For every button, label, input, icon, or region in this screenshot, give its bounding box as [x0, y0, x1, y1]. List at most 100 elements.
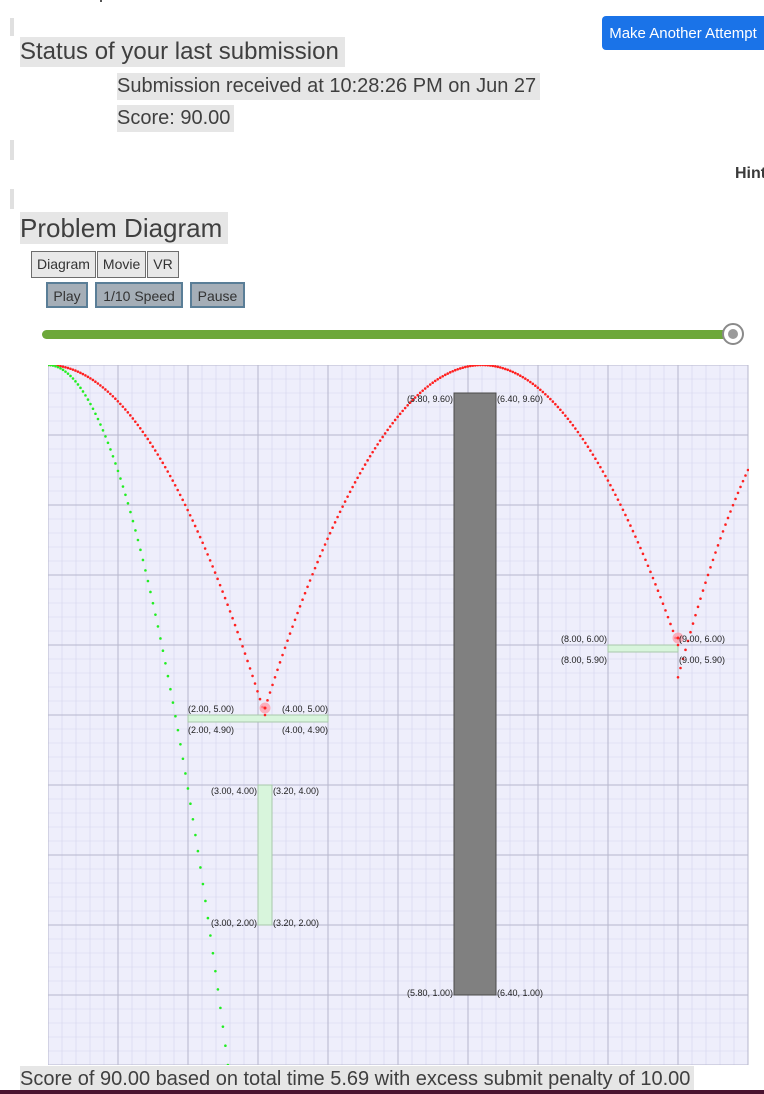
trajectory-point [614, 493, 617, 497]
trajectory-point [579, 434, 582, 437]
trajectory-point [381, 435, 384, 439]
trajectory-point [606, 479, 610, 482]
trajectory-point [99, 384, 102, 387]
trajectory-point [741, 479, 745, 483]
tab-diagram[interactable]: Diagram [31, 251, 96, 278]
timeline-slider-track[interactable] [42, 330, 737, 339]
trajectory-point [501, 366, 505, 370]
trajectory-point [483, 365, 487, 367]
trajectory-point [281, 653, 284, 657]
trajectory-point [79, 371, 82, 375]
trajectory-point [114, 397, 117, 401]
trajectory-point [183, 503, 187, 507]
trajectory-point [176, 728, 180, 732]
trajectory-point [248, 667, 252, 670]
trajectory-point [193, 524, 197, 528]
trajectory-point [473, 365, 477, 367]
trajectory-point [94, 412, 97, 416]
trajectory-point [59, 365, 62, 368]
trajectory-point [71, 368, 75, 371]
trajectory-point [51, 365, 55, 367]
slow-speed-button[interactable]: 1/10 Speed [95, 282, 183, 308]
play-button[interactable]: Play [46, 282, 88, 308]
trajectory-point [373, 446, 377, 450]
timeline-slider-thumb[interactable] [722, 323, 744, 345]
trajectory-point [79, 386, 82, 390]
trajectory-point [308, 579, 312, 582]
block-3 [607, 644, 679, 653]
trajectories [48, 365, 749, 1065]
trajectory-point [333, 521, 337, 524]
trajectory-point [86, 375, 90, 379]
trajectory-point [736, 491, 740, 495]
make-another-attempt-button[interactable]: Make Another Attempt [602, 16, 764, 50]
trajectory-point [288, 632, 292, 635]
trajectory-point [366, 459, 369, 462]
trajectory-point [626, 518, 630, 522]
trajectory-point [179, 743, 182, 746]
trajectory-point [266, 699, 269, 702]
trajectory-point [263, 713, 267, 717]
trajectory-point [589, 449, 592, 452]
trajectory-point [341, 505, 344, 508]
trajectory-point [49, 365, 52, 367]
trajectory-point [214, 969, 217, 973]
trajectory-point [61, 365, 65, 368]
trajectory-point [353, 481, 357, 484]
trajectory-point [351, 485, 354, 489]
trajectory-point [223, 596, 227, 600]
trajectory-point [276, 668, 279, 672]
coordinate-label: (3.20, 2.00) [273, 918, 319, 928]
trajectory-point [531, 382, 535, 386]
pause-button[interactable]: Pause [190, 282, 245, 308]
coordinate-label: (4.00, 5.00) [282, 704, 328, 714]
impact-marker-center [676, 636, 680, 640]
trajectory-point [151, 445, 155, 448]
trajectory-point [659, 595, 662, 599]
trajectory-point [478, 365, 482, 367]
trajectory-point [581, 437, 585, 441]
score-text: Score: 90.00 [117, 105, 235, 132]
trajectory-point [296, 611, 299, 615]
trajectory-point [311, 572, 314, 576]
trajectory-point [221, 1025, 225, 1028]
status-heading: Status of your last submission [20, 37, 345, 67]
trajectory-point [66, 366, 70, 370]
hint-link[interactable]: Hint [735, 165, 764, 182]
trajectory-point [158, 457, 162, 460]
trajectory-point [136, 538, 140, 542]
trajectory-point [656, 589, 660, 593]
trajectory-point [631, 529, 635, 533]
trajectory-point [286, 639, 289, 642]
coordinate-label: (3.20, 4.00) [273, 786, 319, 796]
trajectory-point [711, 558, 715, 562]
trajectory-point [336, 515, 339, 519]
trajectory-point [116, 469, 120, 473]
trajectory-point [406, 403, 409, 407]
cut-off-heading [100, 0, 350, 2]
trajectory-point [116, 399, 120, 403]
coordinate-label: (6.40, 1.00) [497, 988, 543, 998]
trajectory-point [221, 590, 224, 593]
trajectory-point [664, 609, 667, 612]
trajectory-point [224, 1044, 227, 1047]
trajectory-point [463, 365, 467, 369]
trajectory-point [436, 377, 440, 381]
trajectory-point [721, 530, 725, 533]
trajectory-point [491, 365, 495, 368]
coordinate-label: (5.80, 9.60) [407, 394, 453, 404]
trajectory-point [488, 365, 492, 367]
trajectory-point [218, 583, 222, 587]
trajectory-point [298, 605, 302, 608]
trajectory-point [371, 450, 374, 454]
trajectory-point [576, 430, 580, 434]
trajectory-point [133, 420, 137, 423]
trajectory-point [343, 500, 347, 503]
problem-diagram: (5.80, 9.60) (6.40, 9.60) (5.80, 1.00) (6.4… [48, 365, 749, 1065]
trajectory-point [541, 390, 545, 394]
tab-vr[interactable]: VR [147, 251, 179, 278]
trajectory-point [526, 379, 530, 382]
trajectory-point [651, 576, 655, 580]
gutter-bar [10, 189, 14, 209]
tab-movie[interactable]: Movie [96, 251, 147, 278]
